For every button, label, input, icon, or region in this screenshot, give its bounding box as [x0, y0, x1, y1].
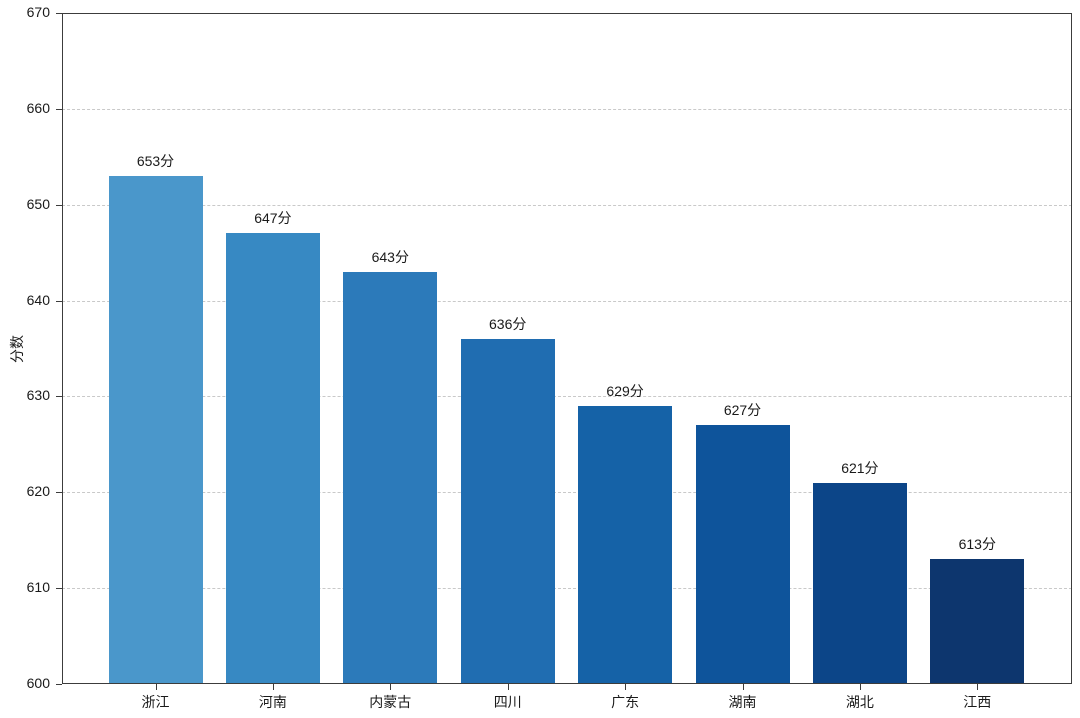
y-tick-label: 620: [26, 483, 50, 500]
bar: [695, 425, 790, 684]
y-tick-mark: [56, 396, 62, 398]
y-tick-mark: [56, 204, 62, 206]
plot-area-border: [62, 13, 1072, 684]
bar: [460, 338, 555, 684]
y-tick-label: 600: [26, 675, 50, 691]
bar-value-label: 643分: [371, 248, 409, 265]
y-tick-mark: [56, 13, 62, 14]
x-tick-label: 浙江: [141, 694, 170, 710]
y-tick-label: 610: [26, 579, 50, 596]
y-tick-mark: [56, 684, 62, 685]
x-tick-mark: [155, 684, 157, 690]
bar-value-label: 621分: [841, 459, 879, 476]
bar-value-label: 653分: [136, 152, 175, 169]
y-tick-label: 650: [26, 195, 50, 212]
x-tick-label: 江西: [963, 694, 992, 710]
bar: [108, 175, 203, 684]
y-tick-label: 640: [26, 291, 50, 308]
bar-value-label: 629分: [606, 383, 644, 399]
y-tick-label: 660: [26, 99, 50, 116]
bar-value-label: 636分: [489, 315, 527, 332]
y-tick-label: 630: [26, 387, 50, 404]
bar: [930, 559, 1025, 684]
gridline: [62, 396, 1072, 398]
x-tick-mark: [977, 684, 979, 690]
bar: [225, 233, 320, 684]
gridline: [62, 108, 1072, 110]
x-tick-mark: [742, 684, 744, 690]
x-tick-label: 广东: [611, 694, 640, 710]
y-axis-title: 分数: [9, 334, 25, 363]
x-tick-mark: [507, 684, 509, 690]
gridline: [62, 300, 1072, 302]
x-tick-mark: [390, 684, 392, 690]
y-tick-label: 670: [26, 4, 50, 20]
x-tick-label: 湖南: [728, 694, 757, 710]
y-tick-mark: [56, 588, 62, 590]
y-tick-mark: [56, 300, 62, 302]
gridline: [62, 492, 1072, 494]
x-tick-mark: [859, 684, 861, 690]
x-tick-mark: [625, 684, 627, 690]
bar: [812, 482, 907, 684]
y-tick-mark: [56, 108, 62, 110]
bar-value-label: 627分: [723, 402, 762, 419]
x-tick-label: 内蒙古: [369, 694, 412, 710]
x-tick-mark: [272, 684, 274, 690]
gridline: [62, 204, 1072, 206]
gridline: [62, 588, 1072, 590]
x-tick-label: 四川: [493, 694, 522, 710]
bar: [578, 406, 673, 684]
x-tick-label: 湖北: [845, 694, 874, 710]
y-tick-mark: [56, 492, 62, 494]
bar-value-label: 647分: [254, 210, 292, 227]
bar: [343, 271, 438, 684]
bar-value-label: 613分: [958, 536, 996, 553]
x-tick-label: 河南: [258, 694, 287, 710]
